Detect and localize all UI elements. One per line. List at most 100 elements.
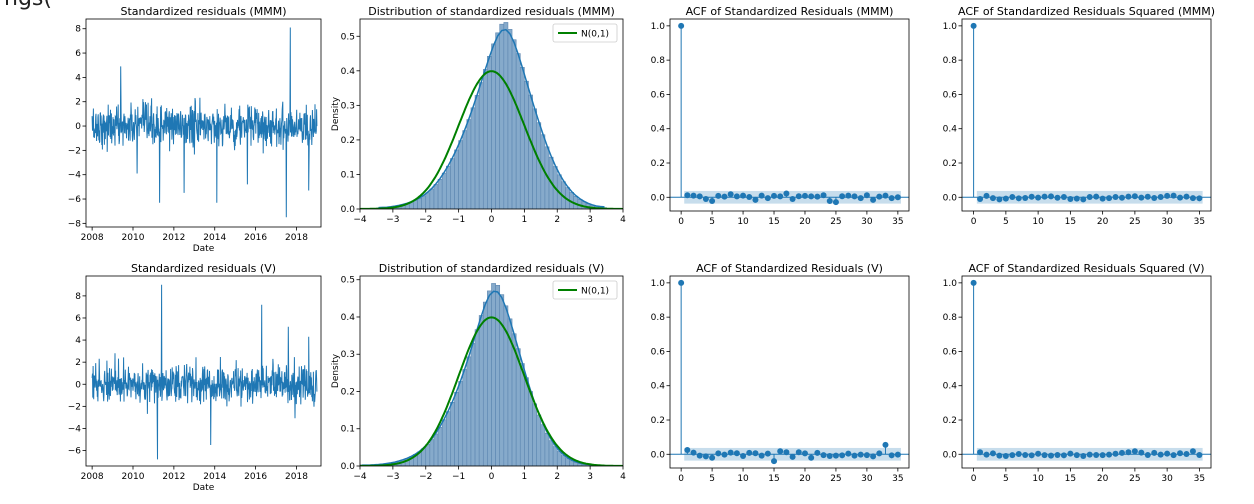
acf-marker [789,453,796,460]
acf-marker [970,279,977,286]
acf-marker [721,451,728,458]
plot-area [360,283,623,466]
x-tick-label: 4 [620,215,626,225]
chart-title: ACF of Standardized Residuals (V) [696,262,883,275]
y-tick-label: 0.1 [341,425,355,435]
histogram-bar [552,446,558,466]
acf-marker [777,448,784,455]
page-header-fragment: ngs( [4,0,52,11]
acf-marker [740,453,747,459]
acf-marker [1015,450,1022,457]
x-tick-label: −2 [419,215,432,225]
acf-marker [1164,192,1171,199]
x-tick-label: 2010 [122,233,145,243]
y-tick-label: 0.6 [651,90,666,100]
x-tick-label: 4 [620,472,626,482]
acf-marker [882,192,889,199]
y-tick-label: 0.0 [651,450,666,460]
y-tick-label: 0.0 [341,462,356,472]
x-tick-label: 30 [1161,474,1173,484]
acf-marker [977,449,984,456]
histogram-bar [495,285,501,466]
acf-marker [690,192,697,199]
x-tick-label: 0 [971,474,977,484]
y-axis-label: Density [331,353,341,388]
y-tick-label: 0.2 [943,416,957,426]
acf-marker [1170,452,1177,459]
histogram-bar [441,172,447,209]
y-tick-label: 0.2 [341,136,355,146]
histogram-bar [437,426,443,466]
histogram-bar [495,32,501,209]
histogram-bar [466,356,472,466]
histogram-bar [511,39,517,209]
x-tick-label: 30 [861,217,873,227]
histogram-bar [507,29,513,209]
acf-marker [702,196,709,202]
y-tick-label: 0.0 [341,205,356,215]
axes-frame [961,275,1212,469]
x-tick-label: 0 [489,215,495,225]
x-axis-label: Date [193,244,215,254]
histogram-bar [470,107,476,209]
histogram-bar [466,119,472,209]
acf-marker [1048,193,1055,200]
acf-marker [789,196,796,202]
acf-marker [1177,450,1184,457]
y-tick-label: 0.2 [651,416,665,426]
acf-marker [820,452,827,459]
legend: N(0,1) [552,23,618,43]
y-tick-label: 0.4 [943,382,958,392]
histogram-bar [515,53,521,209]
acf-marker [1138,194,1145,201]
histogram-bar [536,122,542,209]
y-tick-label: −4 [68,424,82,434]
acf-marker [977,196,984,202]
x-tick-label: −2 [419,472,432,482]
acf-marker [758,192,765,199]
acf-marker [715,450,722,457]
acf-marker [983,192,990,199]
histogram-bar [458,381,464,466]
y-tick-label: −2 [68,146,81,156]
acf-marker [1157,451,1164,458]
histogram-bar [462,130,468,209]
y-tick-label: 0.8 [943,56,958,66]
acf-marker [1170,192,1177,199]
histogram-bar [417,197,422,209]
acf-marker [801,450,808,457]
axes-frame [85,18,322,228]
x-tick-label: 5 [1003,217,1009,227]
acf-marker [888,452,895,459]
acf-marker [795,193,802,200]
histogram-bar [421,195,427,209]
y-tick-label: 0.0 [943,450,958,460]
residual-series-line [91,27,318,218]
legend-label: N(0,1) [581,30,609,40]
acf-marker [1144,451,1151,458]
histogram-bar [433,184,439,209]
acf-marker [1015,195,1022,202]
plot-area [91,27,318,218]
histogram-bar [458,140,464,209]
acf-marker [1067,450,1074,457]
acf-marker [1073,195,1080,202]
histogram-bar [540,424,546,466]
acf-marker [1151,449,1158,456]
acf-marker [777,193,784,200]
acf-marker [727,191,734,198]
x-tick-label: 0 [971,217,977,227]
y-tick-label: 0.8 [651,313,666,323]
acf-marker [746,449,753,456]
histogram-bar [474,329,480,466]
acf-marker [826,453,833,459]
histogram-bar [491,283,496,466]
x-tick-label: 0 [678,474,684,484]
plot-area [962,22,1211,204]
y-tick-label: 0.2 [651,159,665,169]
acf-marker [733,193,740,200]
acf-marker [882,441,889,448]
x-tick-label: −3 [386,215,399,225]
x-tick-label: 2008 [81,472,104,482]
histogram-bar [536,414,542,466]
